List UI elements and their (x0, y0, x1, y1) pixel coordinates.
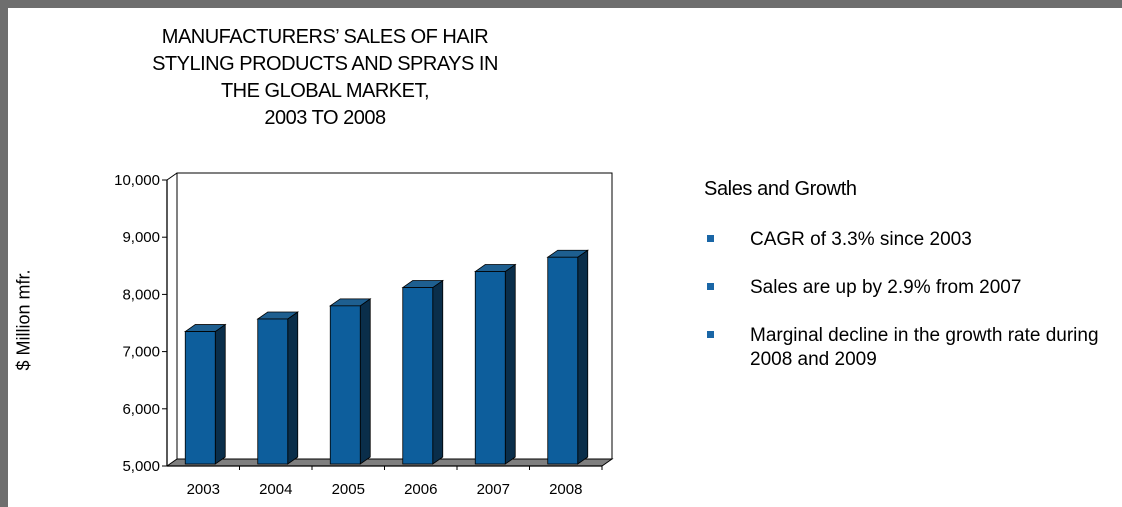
bar (402, 287, 434, 465)
chart-back-wall (176, 172, 613, 460)
side-wall-edge (166, 172, 178, 181)
chart-floor (165, 458, 614, 467)
bar-side (432, 279, 444, 465)
y-tick-label: 9,000 (122, 229, 160, 246)
bullet-text: Sales are up by 2.9% from 2007 (750, 277, 1022, 298)
square-bullet-icon (707, 331, 714, 338)
square-bullet-icon (707, 235, 714, 242)
bullet-item: Marginal decline in the growth rate duri… (704, 324, 1114, 372)
bar (547, 256, 579, 465)
x-tick-label: 2007 (477, 481, 510, 498)
y-tick-label: 7,000 (122, 344, 160, 361)
bullet-item: Sales are up by 2.9% from 2007 (704, 276, 1114, 300)
bullet-text: Marginal decline in the growth rate duri… (750, 325, 1099, 370)
chart-title: MANUFACTURERS’ SALES OF HAIR STYLING PRO… (152, 26, 498, 129)
bar (474, 271, 506, 465)
x-tick-label: 2003 (187, 481, 220, 498)
y-tick-label: 6,000 (122, 401, 160, 418)
bar-side (359, 298, 371, 465)
square-bullet-icon (707, 283, 714, 290)
bar-side (214, 323, 226, 465)
bar-side (577, 249, 589, 465)
bar (257, 318, 289, 465)
x-tick-label: 2005 (332, 481, 365, 498)
bar-side (504, 263, 516, 465)
x-tick-label: 2006 (404, 481, 437, 498)
bullet-item: CAGR of 3.3% since 2003 (704, 228, 1114, 252)
bullet-list: CAGR of 3.3% since 2003 Sales are up by … (704, 228, 1114, 396)
y-tick-label: 10,000 (114, 172, 160, 189)
y-tick-label: 5,000 (122, 458, 160, 475)
panel-heading: Sales and Growth (704, 178, 857, 200)
bar (184, 331, 216, 465)
y-tick-label: 8,000 (122, 286, 160, 303)
bullet-text: CAGR of 3.3% since 2003 (750, 229, 972, 250)
x-tick-label: 2004 (259, 481, 292, 498)
bar (329, 305, 361, 465)
bar-side (287, 311, 299, 465)
x-tick-label: 2008 (549, 481, 582, 498)
